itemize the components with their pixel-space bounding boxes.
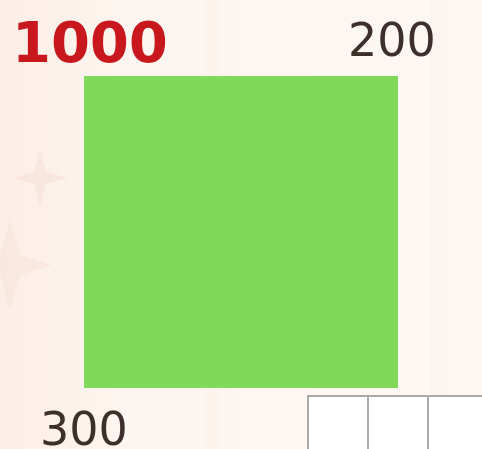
curtain-stripe [430, 0, 448, 449]
score: 1000 [12, 11, 168, 76]
grid [307, 395, 482, 449]
star-decoration [12, 150, 68, 206]
green-block[interactable] [84, 76, 398, 388]
grid-cell[interactable] [307, 395, 369, 449]
top-label: 200 [348, 13, 436, 67]
grid-cell[interactable] [367, 395, 429, 449]
bottom-label: 300 [40, 402, 128, 449]
star-decoration [0, 220, 52, 310]
grid-cell[interactable] [427, 395, 482, 449]
